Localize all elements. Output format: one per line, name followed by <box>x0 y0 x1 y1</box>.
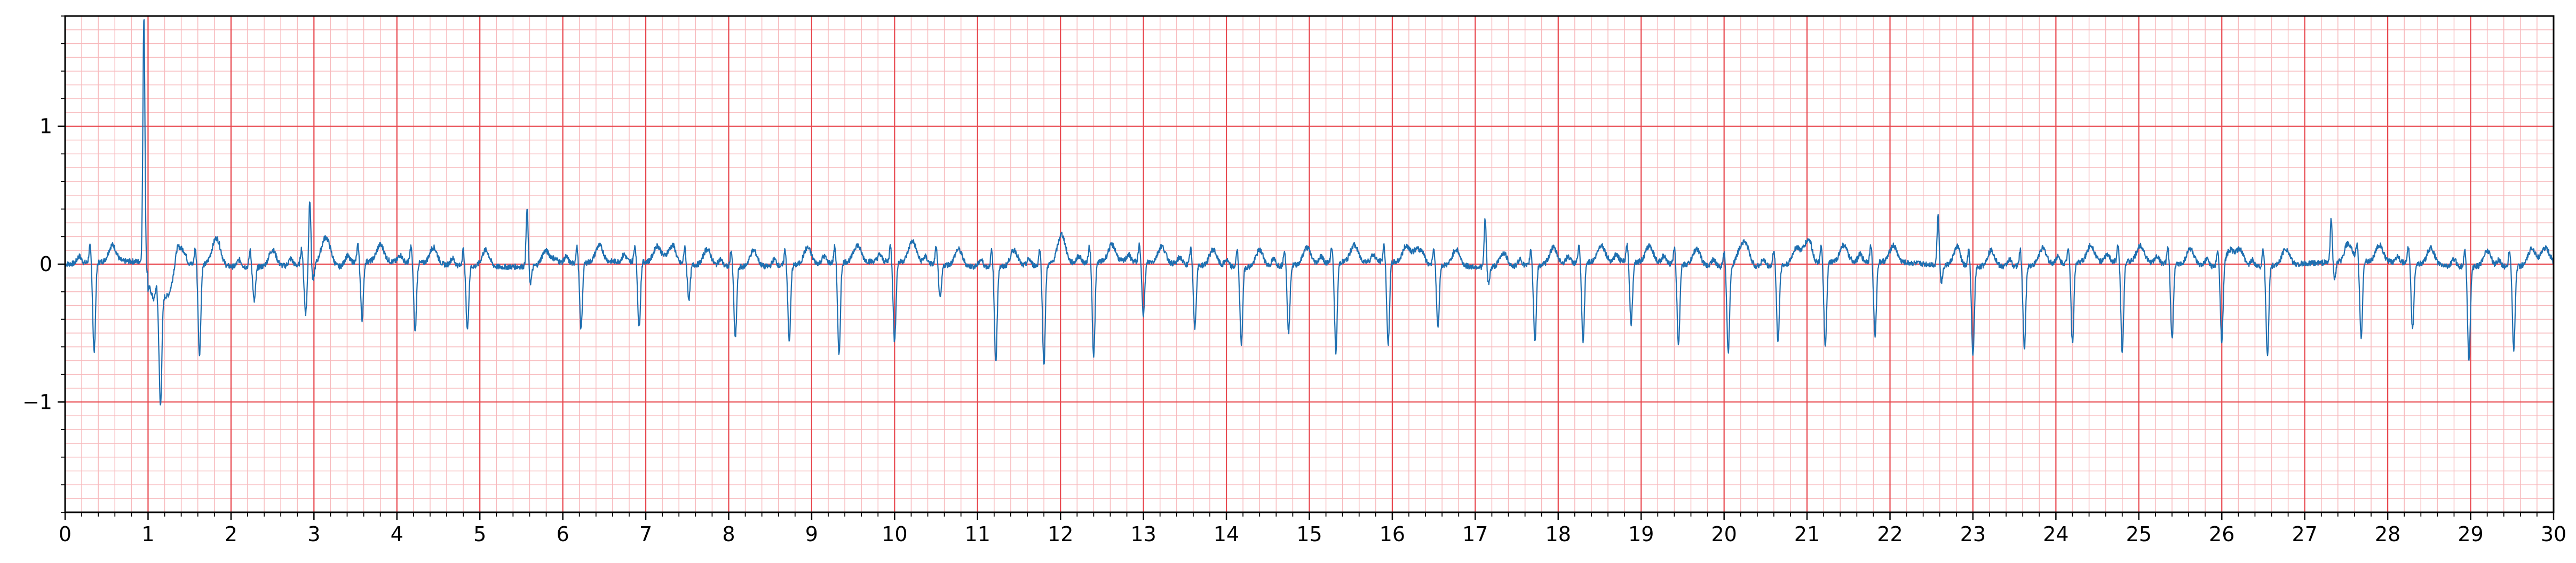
x-tick-label: 3 <box>307 522 320 546</box>
x-tick-label: 5 <box>473 522 486 546</box>
major-grid <box>64 16 2555 512</box>
x-tick-label: 6 <box>557 522 569 546</box>
x-tick-label: 10 <box>882 522 907 546</box>
x-tick-label: 7 <box>639 522 652 546</box>
x-tick-label: 23 <box>1960 522 1986 546</box>
x-tick-label: 25 <box>2126 522 2152 546</box>
x-tick-label: 24 <box>2043 522 2068 546</box>
x-tick-label: 9 <box>805 522 818 546</box>
x-tick-label: 22 <box>1877 522 1903 546</box>
x-tick-label: 13 <box>1130 522 1156 546</box>
x-tick-label: 27 <box>2292 522 2318 546</box>
x-tick-label: 2 <box>225 522 237 546</box>
x-tick-label: 12 <box>1048 522 1073 546</box>
x-tick-label: 8 <box>722 522 735 546</box>
x-tick-label: 20 <box>1711 522 1737 546</box>
y-tick-label: −1 <box>22 390 52 414</box>
y-tick-label: 1 <box>39 115 52 138</box>
x-tick-label: 11 <box>965 522 990 546</box>
x-tick-label: 30 <box>2541 522 2566 546</box>
plot-frame <box>64 15 2555 513</box>
x-tick-label: 21 <box>1794 522 1820 546</box>
x-tick-label: 4 <box>391 522 403 546</box>
x-tick-label: 15 <box>1296 522 1322 546</box>
y-tick-labels: −1 0 1 <box>22 115 52 414</box>
y-tick-label: 0 <box>39 252 52 276</box>
x-tick-label: 16 <box>1380 522 1405 546</box>
x-tick-label: 29 <box>2458 522 2483 546</box>
x-tick-label: 19 <box>1628 522 1654 546</box>
x-tick-label: 1 <box>141 522 154 546</box>
x-tick-label: 0 <box>59 522 72 546</box>
x-tick-labels: 0 1 2 3 4 5 6 7 8 9 10 11 12 13 14 15 16 17 18 19 20 21 22 23 24… <box>59 522 2566 546</box>
x-tick-label: 17 <box>1462 522 1488 546</box>
x-tick-label: 28 <box>2375 522 2400 546</box>
x-tick-label: 26 <box>2209 522 2234 546</box>
ecg-series-line <box>65 19 2554 406</box>
x-tick-label: 18 <box>1545 522 1571 546</box>
x-tick-label: 14 <box>1214 522 1239 546</box>
